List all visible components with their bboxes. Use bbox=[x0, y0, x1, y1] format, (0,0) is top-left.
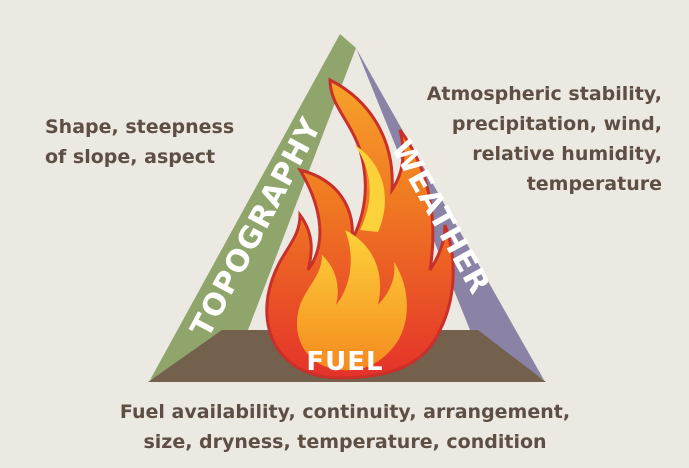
weather-description: relative humidity, bbox=[472, 143, 662, 165]
weather-description: Atmospheric stability, bbox=[427, 83, 662, 105]
topography-description: of slope, aspect bbox=[45, 146, 215, 168]
fuel-description: size, dryness, temperature, condition bbox=[143, 431, 546, 453]
page: {"topography": {"label": "TOPOGRAPHY", "… bbox=[0, 0, 689, 468]
fire-triangle-diagram: TOPOGRAPHY WEATHER FUEL Shape, steepness… bbox=[0, 0, 689, 468]
topography-description: Shape, steepness bbox=[45, 116, 234, 138]
weather-description: temperature bbox=[527, 173, 662, 195]
fuel-label: FUEL bbox=[306, 347, 383, 377]
weather-description: precipitation, wind, bbox=[452, 113, 662, 135]
fuel-description: Fuel availability, continuity, arrangeme… bbox=[120, 401, 570, 423]
